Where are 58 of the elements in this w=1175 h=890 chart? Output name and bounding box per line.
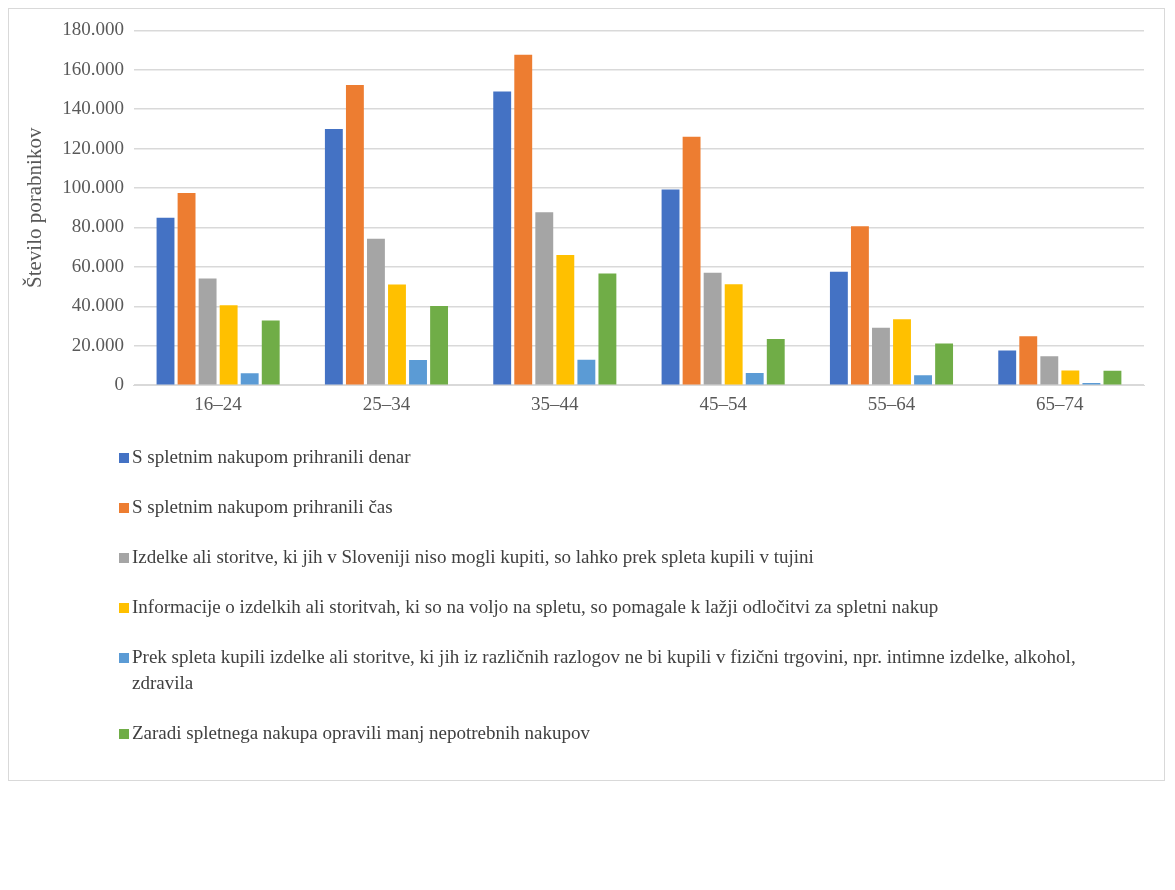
y-tick-label: 120.000	[62, 136, 124, 158]
bar	[724, 284, 743, 385]
x-tick-label: 35–44	[531, 392, 580, 414]
bar	[240, 373, 259, 385]
bar	[682, 136, 701, 385]
bar	[872, 327, 890, 385]
bar	[409, 359, 427, 385]
legend-label: Informacije o izdelkih ali storitvah, ki so na voljo na spletu, so pomagale k lažji odločitvi za spletni nakup	[132, 595, 939, 619]
legend-label: Zaradi spletnega nakupa opravili manj nepotrebnih nakupov	[132, 721, 590, 745]
bar	[177, 193, 196, 385]
bar	[998, 350, 1017, 385]
y-tick-label: 60.000	[71, 254, 124, 276]
y-tick-label: 180.000	[62, 18, 124, 40]
bar	[1061, 370, 1080, 385]
bar	[703, 272, 722, 385]
y-tick-label: 40.000	[71, 294, 124, 316]
legend-label: S spletnim nakupom prihranili denar	[132, 445, 411, 469]
y-tick-label: 80.000	[71, 215, 124, 237]
x-tick-label: 16–24	[194, 392, 243, 414]
bar	[388, 284, 406, 385]
legend-label: Izdelke ali storitve, ki jih v Sloveniji niso mogli kupiti, so lahko prek spleta kupili v tujini	[132, 545, 814, 569]
bar	[156, 217, 175, 385]
bar	[261, 320, 280, 385]
bar	[661, 189, 680, 385]
bar	[598, 273, 617, 385]
bar	[198, 278, 217, 385]
x-tick-label: 45–54	[699, 392, 748, 414]
bar	[556, 254, 575, 385]
bar	[324, 128, 343, 385]
y-tick-label: 140.000	[62, 97, 124, 119]
bar	[1103, 370, 1122, 385]
bar	[1019, 336, 1038, 385]
bar	[935, 343, 954, 385]
bar	[766, 339, 785, 385]
y-tick-label: 160.000	[62, 57, 124, 79]
bar	[535, 212, 554, 385]
y-tick-label: 20.000	[71, 333, 124, 355]
bar	[829, 271, 848, 385]
bar	[219, 305, 238, 385]
y-tick-label: 100.000	[62, 176, 124, 198]
x-tick-label: 65–74	[1036, 392, 1085, 414]
y-tick-label: 0	[114, 373, 124, 395]
bar	[745, 372, 764, 385]
y-axis-title: Število porabnikov	[22, 127, 47, 288]
x-tick-label: 25–34	[362, 392, 411, 414]
bar	[577, 359, 596, 385]
x-tick-label: 55–64	[867, 392, 916, 414]
legend-label: S spletnim nakupom prihranili čas	[132, 495, 393, 519]
bar	[367, 238, 385, 385]
bar	[345, 85, 364, 385]
bar	[430, 305, 449, 385]
legend-label: Prek spleta kupili izdelke ali storitve, ki jih iz različnih razlogov ne bi kupili v fizični trgovini, npr. intimne izdelke, alkohol, zdravila	[132, 645, 1077, 695]
bar	[893, 319, 911, 385]
bar	[1040, 356, 1059, 385]
bar	[514, 54, 533, 385]
bar	[493, 91, 512, 385]
bar	[914, 375, 932, 385]
bar	[850, 226, 869, 385]
